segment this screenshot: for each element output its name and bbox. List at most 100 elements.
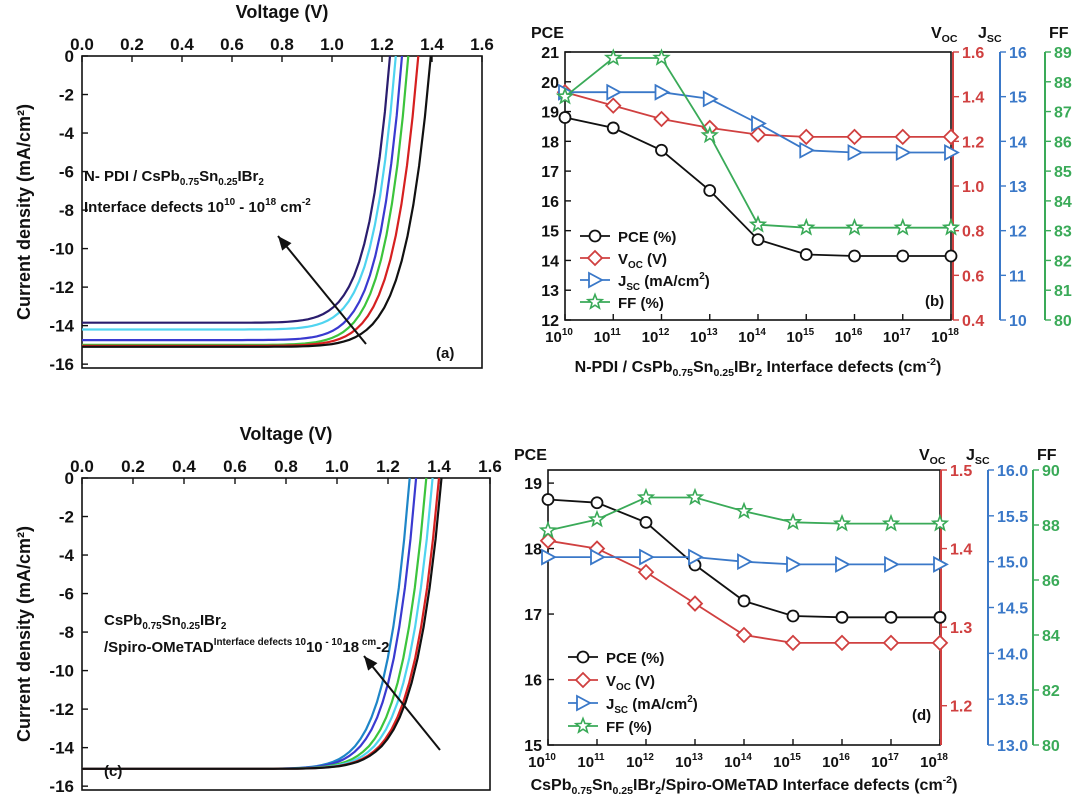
x-tick-label-part: 10 [883, 329, 900, 346]
y-tick-label: -10 [49, 240, 74, 259]
y-tick-label: -2 [59, 86, 74, 105]
annotation-line1-part: IBr [238, 168, 259, 185]
ff-tick-label: 80 [1042, 738, 1060, 755]
x-tick-label: 1015 [786, 327, 814, 346]
voc-marker [931, 634, 949, 652]
annotation-line1-part: Sn [199, 168, 218, 185]
x-tick-label: 1013 [690, 327, 718, 346]
jsc-axis-title-part: J [978, 25, 987, 42]
x-axis-title-part: -2 [943, 774, 953, 786]
annotation-line1-part: Sn [162, 612, 181, 629]
x-tick-label: 1.6 [478, 457, 502, 476]
jsc-marker [847, 143, 864, 162]
x-tick-label: 1013 [675, 752, 703, 771]
ff-tick-label: 81 [1054, 283, 1072, 300]
x-tick-label: 0.4 [170, 35, 194, 54]
jsc-marker [895, 143, 912, 162]
y-tick-label: -16 [49, 777, 74, 796]
x-axis-title-part: ) [952, 777, 957, 794]
x-tick-label: 1011 [594, 327, 622, 346]
x-tick-label-part: 10 [577, 754, 594, 771]
jsc-axis-title-part: SC [987, 33, 1002, 45]
pce-marker [558, 111, 572, 124]
legend-label: JSC (mA/cm2) [618, 271, 710, 293]
x-axis-title: CsPb0.75Sn0.25IBr2/Spiro-OMeTAD Interfac… [531, 774, 958, 797]
ff-tick-label: 84 [1042, 628, 1060, 645]
legend-label-part: 2 [687, 694, 693, 705]
ff-tick-label: 84 [1054, 194, 1072, 211]
annotation-line2-part: 10 [306, 639, 323, 656]
x-tick-label-part: 18 [948, 327, 959, 338]
jsc-axis-title-part: SC [975, 455, 990, 467]
voc-marker [784, 634, 802, 652]
x-tick-label-part: 10 [822, 754, 839, 771]
x-tick-label: 0.6 [220, 35, 244, 54]
x-tick-label: 1.0 [320, 35, 344, 54]
voc-axis-title-part: OC [942, 33, 958, 45]
y-tick-label: -12 [49, 278, 74, 297]
jv-curve [82, 55, 404, 342]
ff-tick-label: 82 [1054, 253, 1072, 270]
x-tick-label: 0.2 [121, 457, 145, 476]
y-axis-title: Current density (mA/cm²) [14, 104, 34, 320]
annotation-line1-part: IBr [200, 612, 221, 629]
jsc-marker [688, 548, 704, 566]
x-tick-label-part: 10 [724, 754, 741, 771]
panel-label: (c) [104, 763, 122, 780]
legend-label: PCE (%) [618, 229, 676, 246]
annotation-line2-part: -2 [376, 639, 389, 656]
voc-marker [539, 532, 557, 549]
x-tick-label-part: 14 [741, 752, 752, 763]
voc-axis-title: VOC [931, 25, 958, 45]
jsc-marker [799, 141, 816, 159]
voc-marker [846, 128, 863, 146]
ff-axis-title: FF [1037, 447, 1057, 464]
x-tick-label-part: 13 [692, 752, 703, 763]
x-tick-label-part: 10 [675, 754, 692, 771]
legend-marker [586, 249, 604, 267]
x-tick-label: 1017 [871, 752, 899, 771]
y-tick-label: 0 [65, 469, 74, 488]
y-axis-title: Current density (mA/cm²) [14, 526, 34, 742]
annotation-line2-part: /Spiro-OMeTAD [104, 639, 214, 656]
pce-tick-label: 20 [541, 75, 559, 92]
ff-marker [783, 512, 803, 531]
voc-tick-label: 1.2 [950, 699, 972, 716]
pce-marker [590, 496, 604, 510]
voc-marker [749, 126, 767, 143]
legend-marker [574, 671, 592, 689]
x-tick-label-part: 10 [528, 754, 545, 771]
pce-tick-label: 13 [541, 283, 559, 300]
annotation-line1-part: 2 [258, 177, 264, 188]
x-tick-label-part: 18 [937, 752, 948, 763]
y-tick-label: -4 [59, 546, 75, 565]
pce-marker [751, 233, 765, 247]
annotation-line1-part: 0.25 [181, 621, 201, 632]
panel-label: (a) [436, 345, 454, 362]
pce-tick-label: 14 [541, 253, 559, 270]
annotation-line2: Interface defects 1010 - 1018 cm-2 [84, 197, 311, 216]
x-axis-title-part: CsPb [531, 777, 572, 794]
x-tick-label: 1014 [738, 327, 766, 346]
legend-label-part: (mA/cm [640, 273, 699, 290]
x-tick-label-part: 10 [835, 329, 852, 346]
jsc-axis-title-part: J [966, 447, 975, 464]
pce-axis-title: PCE [531, 25, 564, 42]
ff-tick-label: 83 [1054, 224, 1072, 241]
pce-tick-label: 15 [524, 738, 542, 755]
pce-tick-label: 21 [541, 45, 559, 62]
x-tick-label-part: 17 [900, 327, 911, 338]
jsc-tick-label: 14.0 [997, 646, 1028, 663]
x-tick-label: 1016 [835, 327, 863, 346]
ff-tick-label: 86 [1054, 134, 1072, 151]
arrow-head [278, 236, 292, 251]
voc-marker [637, 563, 655, 581]
ff-marker [881, 513, 901, 532]
x-axis-title-part: 0.75 [672, 367, 693, 379]
pce-tick-label: 16 [541, 194, 559, 211]
x-tick-label: 1.2 [370, 35, 394, 54]
voc-marker [894, 128, 912, 146]
pce-marker [606, 121, 620, 135]
voc-marker [797, 128, 815, 146]
x-axis-title-part: N-PDI / CsPb [575, 359, 673, 376]
